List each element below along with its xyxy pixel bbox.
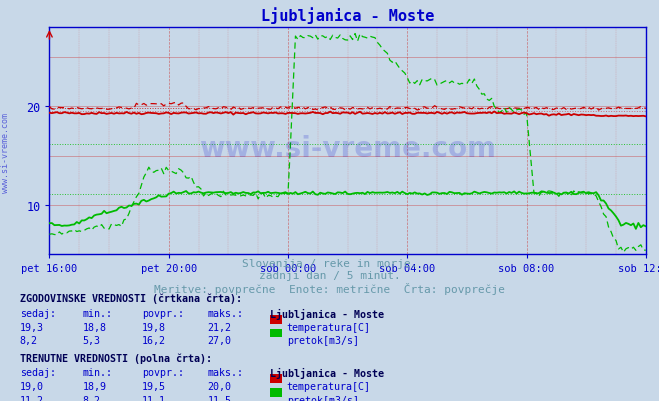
Text: maks.:: maks.: bbox=[208, 367, 244, 377]
Text: 8,2: 8,2 bbox=[20, 336, 38, 346]
Text: temperatura[C]: temperatura[C] bbox=[287, 381, 370, 391]
Text: temperatura[C]: temperatura[C] bbox=[287, 322, 370, 332]
Text: 5,3: 5,3 bbox=[82, 336, 100, 346]
Text: 19,3: 19,3 bbox=[20, 322, 43, 332]
Text: TRENUTNE VREDNOSTI (polna črta):: TRENUTNE VREDNOSTI (polna črta): bbox=[20, 352, 212, 363]
Text: 19,8: 19,8 bbox=[142, 322, 165, 332]
Text: 20,0: 20,0 bbox=[208, 381, 231, 391]
Text: 11,5: 11,5 bbox=[208, 395, 231, 401]
Text: min.:: min.: bbox=[82, 308, 113, 318]
Text: ZGODOVINSKE VREDNOSTI (črtkana črta):: ZGODOVINSKE VREDNOSTI (črtkana črta): bbox=[20, 293, 242, 303]
Title: Ljubljanica - Moste: Ljubljanica - Moste bbox=[261, 7, 434, 24]
Text: sedaj:: sedaj: bbox=[20, 308, 56, 318]
Text: 27,0: 27,0 bbox=[208, 336, 231, 346]
Text: Meritve: povprečne  Enote: metrične  Črta: povprečje: Meritve: povprečne Enote: metrične Črta:… bbox=[154, 283, 505, 295]
Text: 18,8: 18,8 bbox=[82, 322, 106, 332]
Text: 19,0: 19,0 bbox=[20, 381, 43, 391]
Text: pretok[m3/s]: pretok[m3/s] bbox=[287, 395, 358, 401]
Text: sedaj:: sedaj: bbox=[20, 367, 56, 377]
Text: povpr.:: povpr.: bbox=[142, 308, 184, 318]
Text: 16,2: 16,2 bbox=[142, 336, 165, 346]
Text: 18,9: 18,9 bbox=[82, 381, 106, 391]
Text: povpr.:: povpr.: bbox=[142, 367, 184, 377]
Text: Slovenija / reke in morje.: Slovenija / reke in morje. bbox=[242, 259, 417, 269]
Text: 11,2: 11,2 bbox=[20, 395, 43, 401]
Text: www.si-vreme.com: www.si-vreme.com bbox=[199, 134, 496, 162]
Text: Ljubljanica - Moste: Ljubljanica - Moste bbox=[270, 308, 384, 319]
Text: 19,5: 19,5 bbox=[142, 381, 165, 391]
Text: zadnji dan / 5 minut.: zadnji dan / 5 minut. bbox=[258, 271, 401, 281]
Text: 11,1: 11,1 bbox=[142, 395, 165, 401]
Text: www.si-vreme.com: www.si-vreme.com bbox=[1, 112, 10, 192]
Text: Ljubljanica - Moste: Ljubljanica - Moste bbox=[270, 367, 384, 378]
Text: pretok[m3/s]: pretok[m3/s] bbox=[287, 336, 358, 346]
Text: 8,2: 8,2 bbox=[82, 395, 100, 401]
Text: maks.:: maks.: bbox=[208, 308, 244, 318]
Text: min.:: min.: bbox=[82, 367, 113, 377]
Text: 21,2: 21,2 bbox=[208, 322, 231, 332]
